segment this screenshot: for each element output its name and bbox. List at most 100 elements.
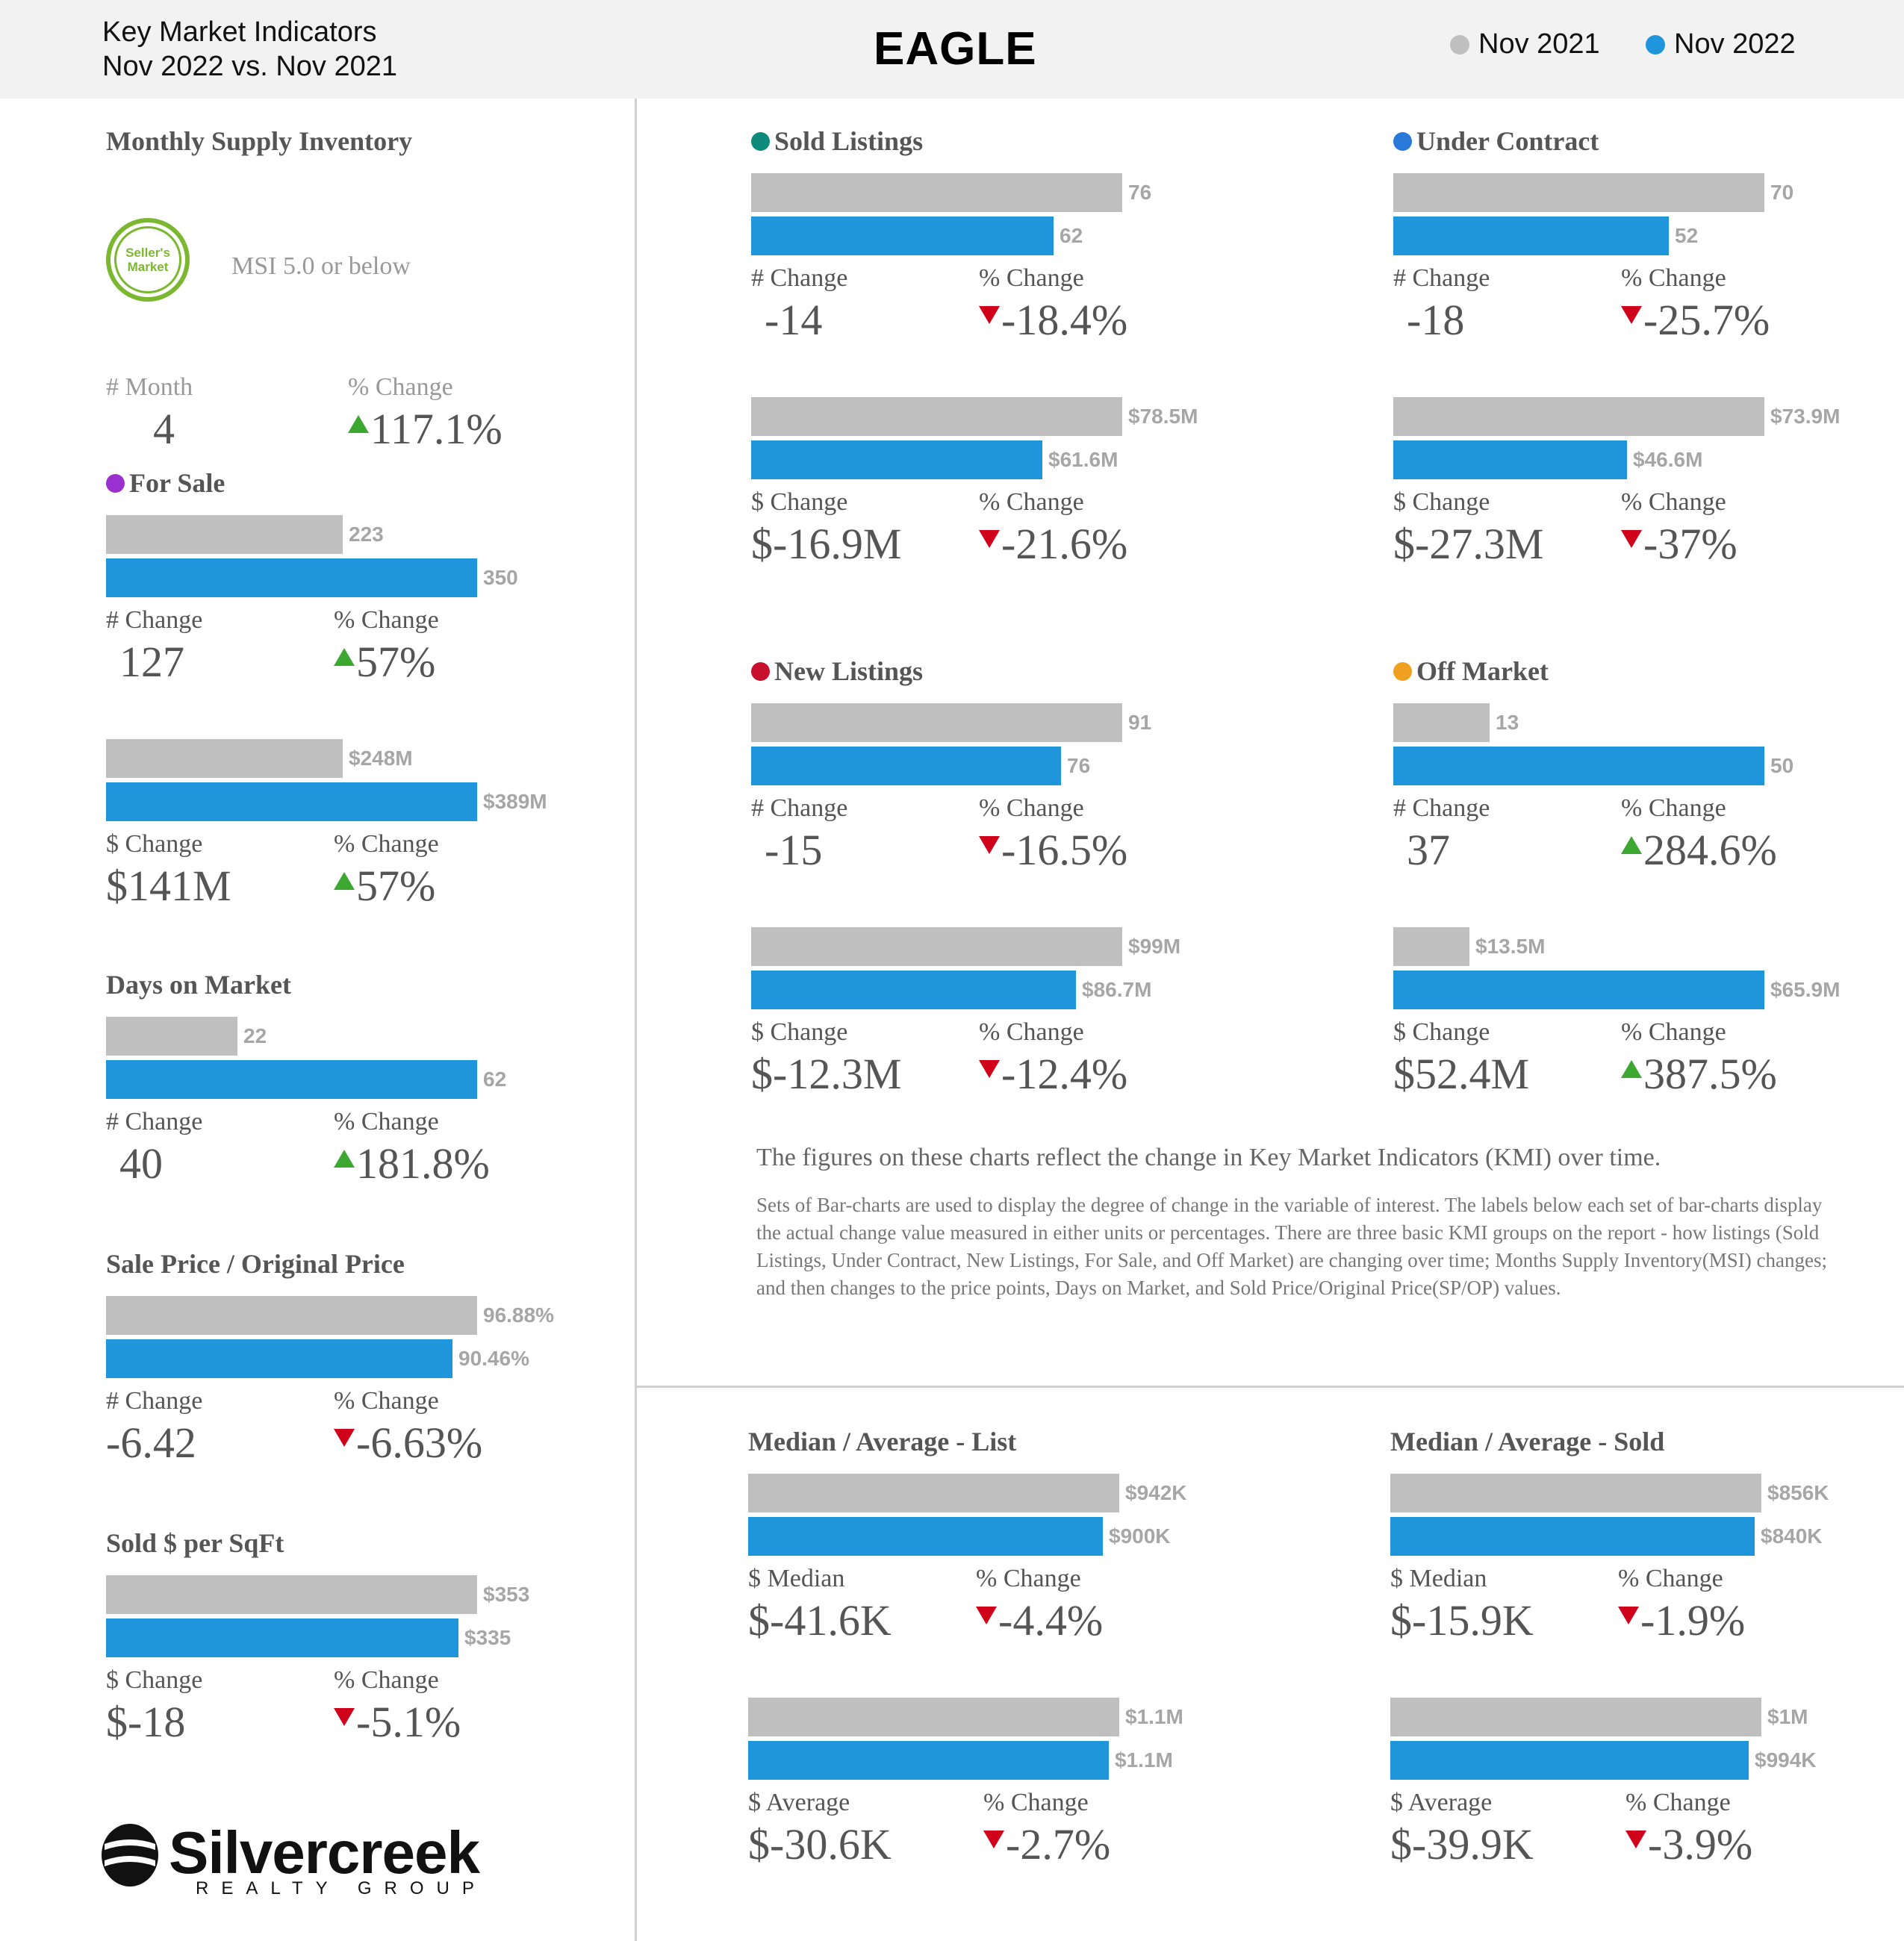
percent-change-text: 387.5% xyxy=(1643,1050,1777,1098)
percent-change-value: -1.9% xyxy=(1618,1599,1745,1642)
bar-value-label: 350 xyxy=(483,566,518,589)
bar-nov-2022 xyxy=(1393,440,1627,479)
bar-value-label: 62 xyxy=(483,1068,507,1091)
bar-value-label: 62 xyxy=(1060,224,1083,247)
down-arrow-icon xyxy=(979,530,1000,548)
change-value: $-12.3M xyxy=(751,1050,902,1098)
change-label: # Change xyxy=(751,794,848,822)
down-arrow-icon xyxy=(1625,1831,1646,1848)
percent-change-value: -6.63% xyxy=(334,1421,482,1465)
bar-nov-2021 xyxy=(748,1474,1119,1512)
bar-value-label: $46.6M xyxy=(1633,448,1703,471)
bar-value-label: 70 xyxy=(1770,181,1794,204)
percent-change-value: 284.6% xyxy=(1621,829,1777,872)
legend-dot-icon xyxy=(1450,34,1469,54)
bar-value-label: $13.5M xyxy=(1475,935,1546,958)
column-divider xyxy=(635,99,637,1941)
under-contract-dot-icon xyxy=(1393,131,1412,151)
percent-change-text: 284.6% xyxy=(1643,826,1777,874)
percent-change-value: 387.5% xyxy=(1621,1053,1777,1096)
change-label: $ Change xyxy=(751,488,848,516)
change-value: $-15.9K xyxy=(1390,1596,1534,1645)
bar-nov-2021 xyxy=(1393,173,1764,212)
down-arrow-icon xyxy=(1621,530,1642,548)
section-title-days-on-market: Days on Market xyxy=(106,970,291,1000)
area-title: EAGLE xyxy=(874,23,1037,75)
bar-nov-2022 xyxy=(751,216,1054,255)
percent-change-label: % Change xyxy=(979,488,1084,516)
bar-nov-2021 xyxy=(106,515,343,554)
percent-change-text: 57% xyxy=(356,638,436,686)
bar-nov-2022 xyxy=(106,1618,458,1657)
bar-nov-2022 xyxy=(1393,747,1764,785)
bar-nov-2022 xyxy=(751,970,1076,1009)
down-arrow-icon xyxy=(976,1607,997,1624)
percent-change-label: % Change xyxy=(334,1666,439,1694)
section-title-text: Off Market xyxy=(1416,656,1549,686)
sold-listings-dot-icon xyxy=(751,131,770,151)
percent-change-text: -16.5% xyxy=(1001,826,1128,874)
bar-nov-2021 xyxy=(1393,397,1764,436)
description-lead: The figures on these charts reflect the … xyxy=(756,1144,1661,1171)
off-market-dot-icon xyxy=(1393,661,1412,681)
up-arrow-icon xyxy=(334,1150,355,1168)
bar-value-label: $78.5M xyxy=(1128,405,1198,428)
percent-change-value: 57% xyxy=(334,864,435,908)
bar-value-label: 52 xyxy=(1675,224,1699,247)
bar-value-label: $65.9M xyxy=(1770,978,1841,1001)
percent-change-label: % Change xyxy=(1621,264,1726,292)
percent-change-text: -1.9% xyxy=(1640,1596,1746,1645)
bar-value-label: $1M xyxy=(1767,1705,1808,1728)
percent-change-value: -37% xyxy=(1621,523,1737,566)
bar-nov-2021 xyxy=(106,1017,237,1056)
bar-nov-2022 xyxy=(1390,1741,1749,1780)
change-value: $-18 xyxy=(106,1698,186,1746)
percent-change-label: % Change xyxy=(334,606,439,634)
section-title-off-market: Off Market xyxy=(1393,655,1549,687)
percent-change-text: -12.4% xyxy=(1001,1050,1128,1098)
percent-change-label: % Change xyxy=(1618,1565,1723,1592)
bar-value-label: $994K xyxy=(1755,1748,1817,1772)
change-label: $ Average xyxy=(1390,1789,1493,1816)
bar-value-label: $86.7M xyxy=(1082,978,1152,1001)
percent-change-value: 181.8% xyxy=(334,1142,490,1186)
section-title-sold-listings: Sold Listings xyxy=(751,125,923,157)
change-value: $141M xyxy=(106,862,231,910)
percent-change-label: % Change xyxy=(979,264,1084,292)
change-label: # Change xyxy=(106,606,203,634)
change-label: $ Change xyxy=(1393,1018,1490,1046)
percent-change-label: % Change xyxy=(1621,488,1726,516)
change-label: # Change xyxy=(1393,264,1490,292)
percent-change-value: -18.4% xyxy=(979,299,1127,342)
percent-change-value: -21.6% xyxy=(979,523,1127,566)
section-title-text: Under Contract xyxy=(1416,126,1599,156)
change-value: $-30.6K xyxy=(748,1820,892,1869)
percent-change-label: % Change xyxy=(334,830,439,858)
silvercreek-logo-icon xyxy=(100,1822,160,1889)
down-arrow-icon xyxy=(1618,1607,1639,1624)
bar-value-label: $1.1M xyxy=(1125,1705,1183,1728)
badge-text: Seller's Market xyxy=(114,226,181,293)
percent-change-value: -5.1% xyxy=(334,1701,461,1744)
percent-change-value: 57% xyxy=(334,641,435,684)
report-title: Key Market Indicators xyxy=(102,16,377,48)
bar-nov-2022 xyxy=(1393,216,1669,255)
change-value: -14 xyxy=(765,296,823,344)
percent-change-text: 57% xyxy=(356,862,436,910)
bar-value-label: 223 xyxy=(349,523,384,546)
bar-nov-2021 xyxy=(106,739,343,778)
percent-change-label: % Change xyxy=(983,1789,1089,1816)
bar-value-label: $900K xyxy=(1109,1524,1171,1548)
change-value: $-16.9M xyxy=(751,520,902,568)
bar-value-label: $73.9M xyxy=(1770,405,1841,428)
bar-value-label: 50 xyxy=(1770,754,1794,777)
section-title-text: New Listings xyxy=(774,656,924,686)
percent-change-text: -4.4% xyxy=(998,1596,1104,1645)
sellers-market-badge-icon: Seller's Market xyxy=(106,218,190,302)
bar-nov-2021 xyxy=(751,703,1122,742)
bar-value-label: $1.1M xyxy=(1115,1748,1173,1772)
brand-subtitle: REALTY GROUP xyxy=(196,1878,487,1898)
bar-nov-2021 xyxy=(1393,927,1469,966)
change-label: $ Change xyxy=(106,830,203,858)
down-arrow-icon xyxy=(334,1429,355,1447)
